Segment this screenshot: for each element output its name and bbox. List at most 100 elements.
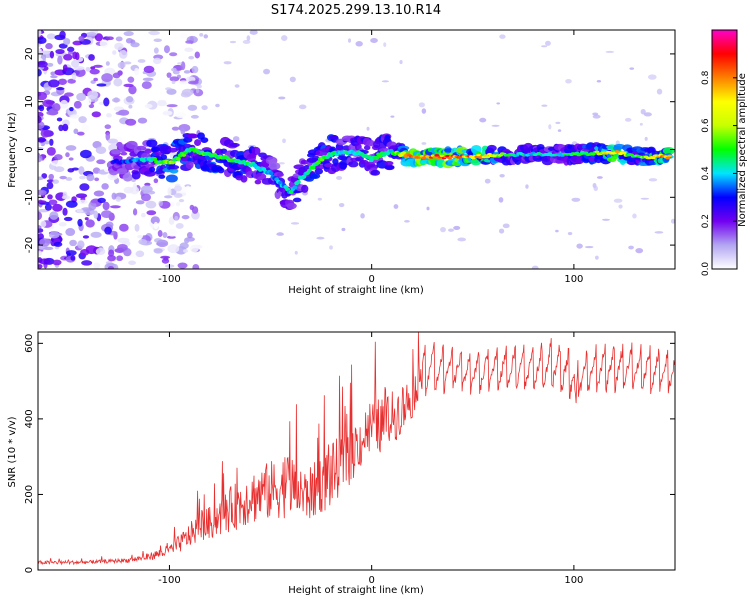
ridge-halo xyxy=(348,160,359,168)
noise-blob xyxy=(635,248,644,254)
spectrogram-x-tick-label: -100 xyxy=(158,274,181,285)
noise-blob xyxy=(77,218,83,227)
noise-blob xyxy=(115,196,122,202)
noise-blob xyxy=(58,222,67,227)
noise-blob xyxy=(56,117,63,122)
noise-blob xyxy=(102,201,110,211)
noise-blob xyxy=(383,42,387,47)
noise-blob xyxy=(137,234,144,239)
noise-blob xyxy=(53,241,63,247)
ridge-halo xyxy=(328,135,339,140)
noise-blob xyxy=(67,168,75,173)
noise-blob xyxy=(555,229,559,233)
noise-blob xyxy=(173,185,182,192)
noise-blob xyxy=(541,45,548,48)
noise-blob xyxy=(132,182,137,192)
spectrogram-x-tick-label: 100 xyxy=(564,274,583,285)
noise-blob xyxy=(644,136,648,141)
colorbar-tick-label: 0.2 xyxy=(701,214,711,228)
noise-blob xyxy=(109,205,121,209)
noise-blob xyxy=(294,250,298,255)
noise-blob xyxy=(38,227,44,233)
noise-blob xyxy=(184,47,194,52)
noise-blob xyxy=(496,102,501,105)
noise-blob xyxy=(38,176,44,181)
noise-blob xyxy=(38,250,43,256)
noise-blob xyxy=(640,197,650,200)
noise-blob xyxy=(76,208,84,213)
spectrogram-y-tick-label: -20 xyxy=(24,237,35,253)
noise-blob xyxy=(278,96,286,100)
noise-blob xyxy=(189,204,195,211)
noise-blob xyxy=(57,55,63,65)
noise-blob xyxy=(541,104,548,107)
ridge-core xyxy=(434,153,440,157)
noise-blob xyxy=(86,98,92,106)
ridge-halo xyxy=(276,172,284,177)
noise-blob xyxy=(499,174,505,178)
noise-blob xyxy=(282,138,286,144)
noise-blob xyxy=(88,201,97,211)
noise-blob xyxy=(78,166,85,175)
noise-blob xyxy=(38,211,43,221)
noise-blob xyxy=(595,255,599,260)
ridge-halo xyxy=(186,133,199,139)
noise-blob xyxy=(101,210,113,218)
noise-blob xyxy=(624,117,632,122)
noise-blob xyxy=(648,178,658,182)
noise-blob xyxy=(55,49,65,55)
noise-blob xyxy=(141,81,152,90)
noise-blob xyxy=(106,113,112,118)
noise-blob xyxy=(418,102,425,108)
noise-blob xyxy=(112,50,117,55)
noise-blob xyxy=(46,147,56,156)
noise-blob xyxy=(156,101,168,107)
noise-blob xyxy=(115,36,123,42)
noise-blob xyxy=(77,131,85,136)
noise-blob xyxy=(79,175,86,180)
noise-blob xyxy=(571,197,581,202)
noise-blob xyxy=(107,138,119,144)
ridge-halo xyxy=(116,168,128,175)
noise-blob xyxy=(567,232,573,236)
noise-blob xyxy=(194,51,200,59)
noise-blob xyxy=(165,87,172,91)
ridge-halo xyxy=(486,144,497,152)
noise-blob xyxy=(229,40,237,44)
ridge-core xyxy=(621,151,627,155)
noise-blob xyxy=(134,67,140,76)
ridge-core xyxy=(152,157,158,162)
noise-blob xyxy=(142,77,154,82)
noise-blob xyxy=(180,127,186,135)
noise-blob xyxy=(153,38,162,42)
noise-blob xyxy=(338,203,345,208)
noise-blob xyxy=(276,232,284,236)
noise-blob xyxy=(101,183,109,190)
noise-blob xyxy=(162,110,173,116)
ridge-halo xyxy=(167,147,178,153)
noise-blob xyxy=(59,99,69,109)
noise-blob xyxy=(130,42,140,48)
noise-blob xyxy=(85,67,91,72)
noise-blob xyxy=(91,111,101,118)
noise-blob xyxy=(63,216,73,222)
noise-blob xyxy=(72,51,78,60)
colorbar-label: Normalized spectral amplitude xyxy=(737,73,748,227)
noise-blob xyxy=(50,71,56,76)
noise-blob xyxy=(46,181,54,190)
noise-blob xyxy=(144,182,151,187)
noise-blob xyxy=(137,117,148,124)
noise-blob xyxy=(40,129,51,138)
noise-blob xyxy=(113,78,123,87)
noise-blob xyxy=(173,193,183,198)
noise-blob xyxy=(62,64,68,72)
noise-blob xyxy=(154,238,163,243)
noise-blob xyxy=(153,47,159,54)
noise-blob xyxy=(399,60,403,65)
noise-blob xyxy=(112,72,121,79)
chart-title: S174.2025.299.13.10.R14 xyxy=(271,3,441,18)
noise-blob xyxy=(112,263,119,269)
noise-blob xyxy=(123,31,134,37)
noise-blob xyxy=(111,192,117,200)
